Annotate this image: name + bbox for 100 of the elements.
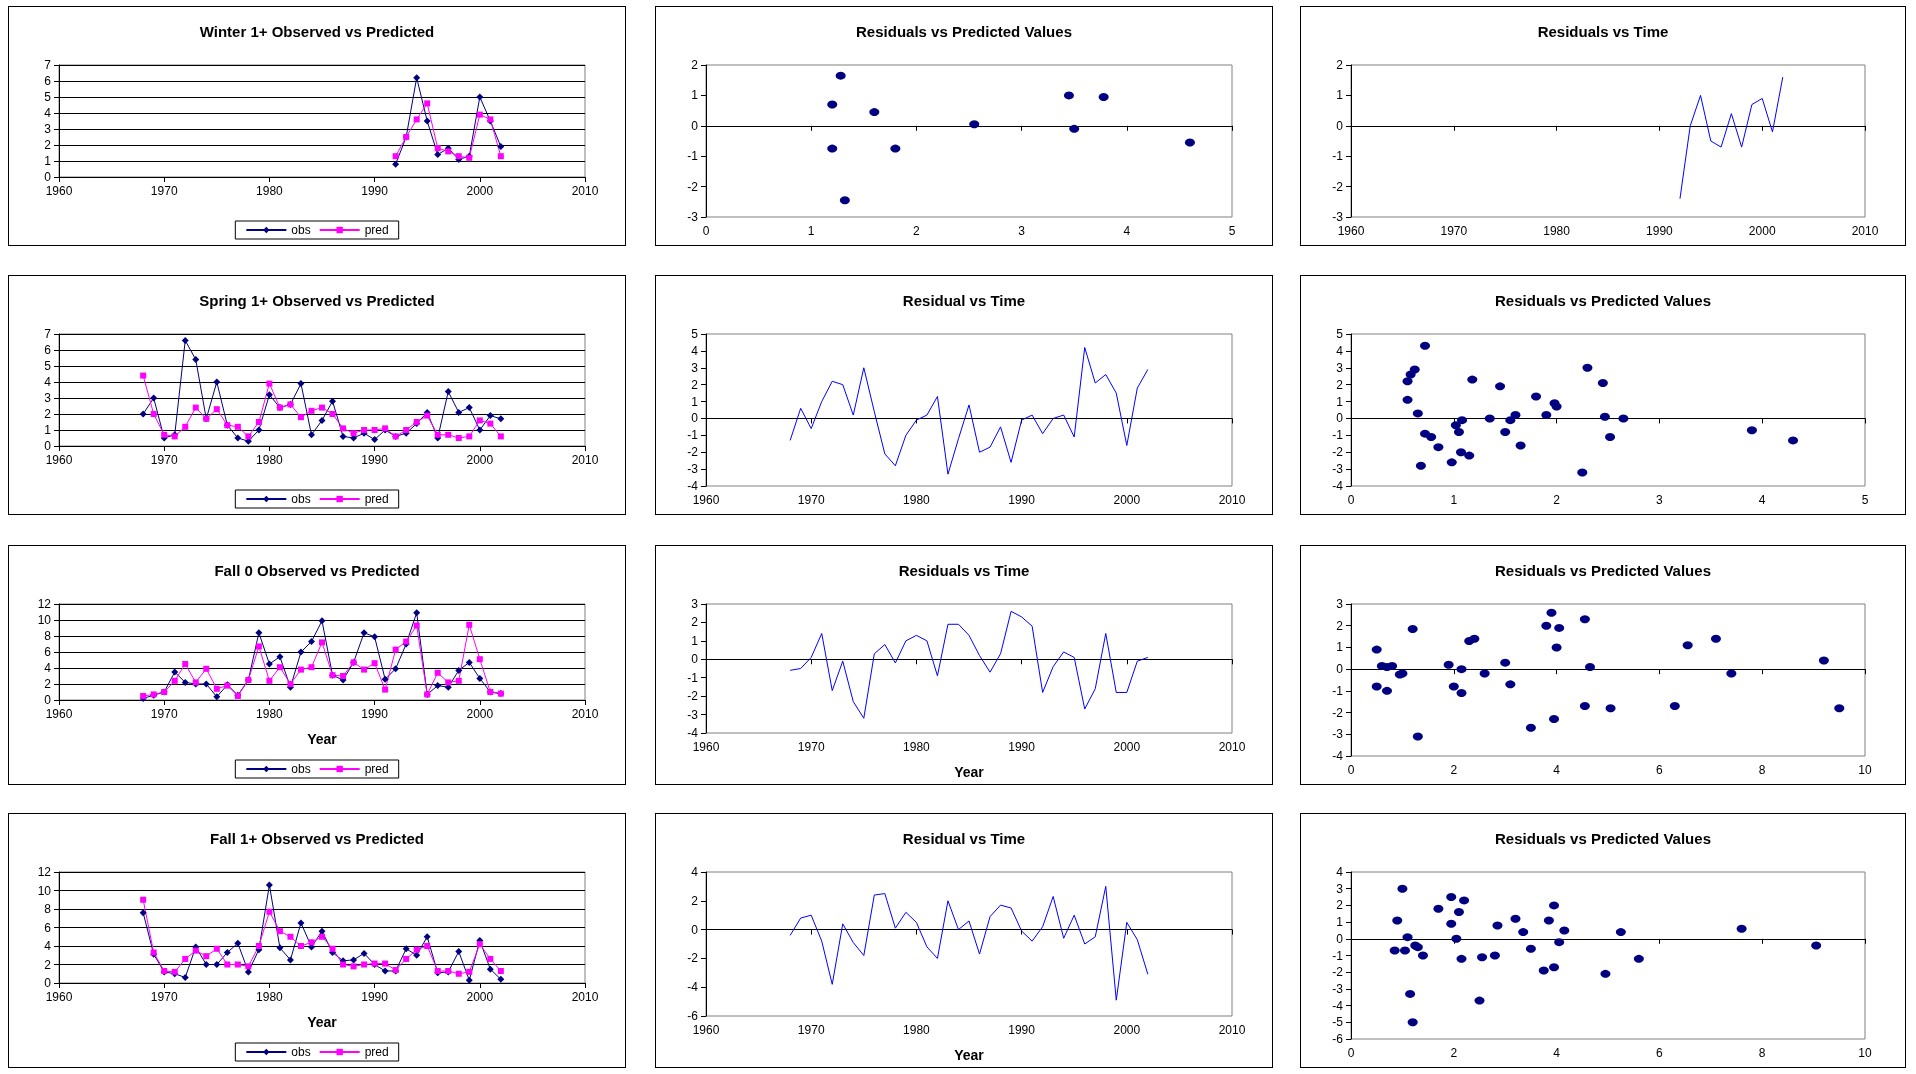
x-tick-label: 0 [702,224,710,238]
y-tick-label: -4 [687,980,699,995]
y-tick-label: -3 [687,462,699,477]
x-tick-label: 1980 [903,740,931,754]
x-tick-label: 1960 [45,990,73,1004]
y-tick-label: 2 [691,377,699,392]
y-tick-label: -3 [1332,210,1344,224]
legend-label: pred [364,762,389,776]
x-axis-title: Year [307,1014,338,1030]
y-tick-label: -2 [1332,965,1344,980]
x-tick-label: 4 [1123,224,1131,238]
legend-label: obs [291,223,311,237]
y-tick-label: 1 [691,88,699,103]
x-tick-label: 2000 [466,990,494,1004]
y-tick-label: 3 [44,122,52,136]
x-tick-label: 2000 [1113,740,1141,754]
y-tick-label: 4 [44,939,52,953]
x-tick-label: 1960 [1337,224,1365,238]
y-tick-label: 1 [691,394,699,409]
x-tick-label: 2000 [1113,493,1141,507]
y-tick-label: 5 [44,359,52,373]
y-tick-label: 6 [44,645,52,659]
x-tick-label: 1970 [150,990,178,1004]
x-tick-label: 3 [1018,224,1026,238]
y-tick-label: 0 [1336,411,1344,426]
x-tick-label: 1960 [45,453,73,467]
x-tick-label: 1990 [1008,493,1036,507]
x-tick-label: 1960 [692,740,720,754]
y-tick-label: 5 [44,90,52,104]
y-tick-label: 0 [44,693,52,707]
x-tick-label: 8 [1758,1046,1766,1060]
y-tick-label: -6 [1332,1032,1344,1046]
x-axis-title: Year [954,1047,985,1063]
x-tick-label: 4 [1758,493,1766,507]
x-tick-label: 1960 [692,1023,720,1037]
x-tick-label: 1 [1450,493,1458,507]
y-tick-label: 2 [1336,58,1344,72]
x-tick-label: 1970 [797,1023,825,1037]
x-tick-label: 1990 [361,184,389,198]
x-tick-label: 1980 [256,184,284,198]
x-tick-label: 2010 [1218,740,1246,754]
x-tick-label: 4 [1553,763,1561,777]
chart-title: Winter 1+ Observed vs Predicted [199,23,435,40]
x-tick-label: 1970 [797,740,825,754]
x-axis-title: Year [307,731,338,747]
x-tick-label: 1970 [150,707,178,721]
chart-title: Residual vs Time [902,292,1026,309]
y-tick-label: 1 [1336,640,1344,655]
x-tick-label: 1980 [903,1023,931,1037]
x-tick-label: 10 [1858,763,1872,777]
x-tick-label: 1990 [1646,224,1674,238]
y-tick-label: 4 [1336,865,1344,879]
x-tick-label: 2010 [571,453,599,467]
y-tick-label: 2 [1336,377,1344,392]
x-tick-label: 2010 [571,990,599,1004]
y-tick-label: 3 [1336,360,1344,375]
y-tick-label: -2 [687,179,699,194]
y-tick-label: -3 [1332,981,1344,996]
x-tick-label: 1960 [692,493,720,507]
x-tick-label: 2 [913,224,921,238]
y-tick-label: -1 [1332,683,1344,698]
x-tick-label: 5 [1861,493,1869,507]
y-tick-label: 4 [44,106,52,120]
y-tick-label: 6 [44,920,52,935]
chart-title: Residuals vs Time [898,562,1030,579]
x-axis-title: Year [954,764,985,780]
y-tick-label: 4 [44,661,52,675]
x-tick-label: 0 [1347,1046,1355,1060]
y-tick-label: 2 [44,138,52,152]
x-tick-label: 1960 [45,184,73,198]
x-tick-label: 1980 [256,453,284,467]
y-tick-label: -1 [687,670,699,685]
chart-title: Fall 1+ Observed vs Predicted [210,830,424,847]
chart-title: Residuals vs Predicted Values [1495,562,1711,579]
x-tick-label: 2 [1553,493,1561,507]
y-tick-label: 8 [44,629,52,643]
y-tick-label: -4 [1332,998,1344,1013]
y-tick-label: -5 [1332,1015,1344,1030]
y-tick-label: -6 [687,1009,699,1023]
y-tick-label: -2 [687,689,699,704]
y-tick-label: -2 [687,951,699,966]
x-tick-label: 3 [1656,493,1664,507]
y-tick-label: 5 [691,327,699,341]
y-tick-label: 7 [44,58,52,72]
y-tick-label: 2 [691,893,699,908]
y-tick-label: 10 [37,613,52,627]
x-tick-label: 2 [1450,1046,1458,1060]
y-tick-label: 6 [44,74,52,88]
y-tick-label: 8 [44,902,52,916]
x-tick-label: 1980 [1543,224,1571,238]
x-tick-label: 2010 [1218,1023,1246,1037]
y-tick-label: 4 [1336,343,1344,358]
y-tick-label: -4 [687,726,699,740]
y-tick-label: 2 [691,58,699,72]
legend-label: pred [364,492,389,506]
x-tick-label: 2010 [1218,493,1246,507]
y-tick-label: -3 [1332,462,1344,477]
x-tick-label: 1980 [903,493,931,507]
y-tick-label: -2 [1332,179,1344,194]
y-tick-label: 3 [1336,881,1344,896]
